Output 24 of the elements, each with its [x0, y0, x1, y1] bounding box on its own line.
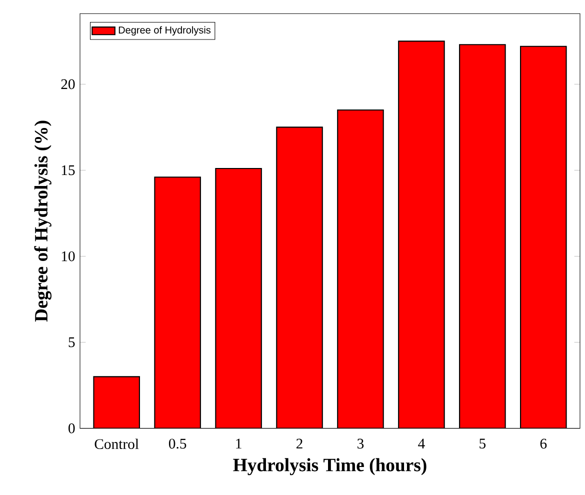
y-tick-label: 20 [61, 79, 75, 90]
x-tick-label: 6 [540, 438, 547, 449]
bar [398, 41, 444, 428]
y-tick-label: 15 [62, 165, 75, 176]
bar [154, 177, 200, 428]
bar [338, 110, 384, 428]
x-tick-label: 3 [358, 438, 364, 449]
x-axis-title: Hydrolysis Time (hours) [233, 458, 426, 476]
bar [460, 44, 506, 428]
bar [94, 376, 140, 428]
bar [276, 127, 322, 428]
x-tick-label: 0.5 [168, 438, 186, 449]
y-tick-label: 0 [68, 423, 75, 434]
y-axis-title: Degree of Hydrolysis (%) [34, 120, 52, 322]
x-tick-label: Control [94, 438, 139, 450]
x-tick-label: 2 [296, 438, 302, 448]
bar [520, 46, 567, 428]
y-tick-label: 10 [62, 251, 75, 262]
x-tick-label: 4 [418, 438, 425, 448]
x-tick-label: 1 [236, 438, 242, 448]
y-tick-label: 5 [68, 337, 75, 348]
x-tick-label: 5 [480, 438, 486, 448]
text: Degree of Hydrolysis [118, 26, 211, 36]
bar [216, 168, 262, 428]
